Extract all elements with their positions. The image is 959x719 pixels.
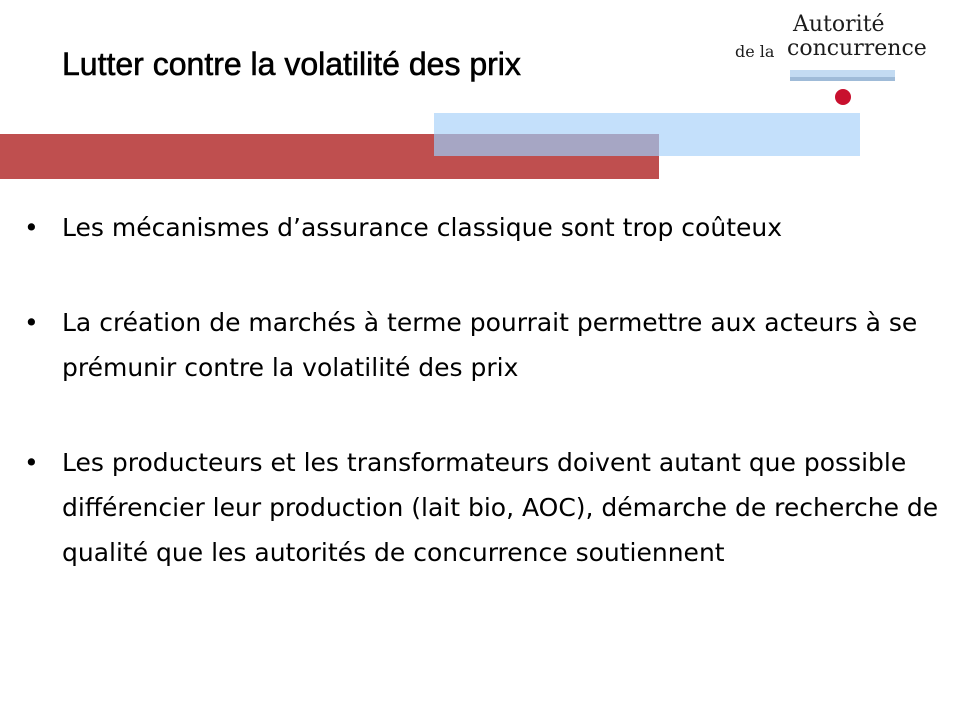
autorite-logo: Autorité de la concurrence <box>735 8 955 113</box>
bullet-icon: • <box>24 448 39 477</box>
bullet-text: Les mécanismes d’assurance classique son… <box>62 213 783 242</box>
bullet-list: • Les mécanismes d’assurance classique s… <box>24 205 954 575</box>
decor-overlap-band <box>434 134 659 156</box>
bullet-item: • Les mécanismes d’assurance classique s… <box>24 205 954 250</box>
bullet-icon: • <box>24 308 39 337</box>
slide-title: Lutter contre la volatilité des prix <box>62 46 521 83</box>
logo-line-concurrence: concurrence <box>787 36 927 61</box>
logo-bar <box>790 70 895 77</box>
bullet-text: La création de marchés à terme pourrait … <box>62 308 918 382</box>
logo-prefix-de-la: de la <box>735 42 775 61</box>
bullet-text: Les producteurs et les transformateurs d… <box>62 448 939 567</box>
logo-dot-icon <box>835 89 851 105</box>
logo-bar-shadow <box>790 77 895 81</box>
logo-line-autorite: Autorité <box>793 12 885 37</box>
bullet-icon: • <box>24 213 39 242</box>
bullet-item: • La création de marchés à terme pourrai… <box>24 300 954 390</box>
bullet-item: • Les producteurs et les transformateurs… <box>24 440 954 575</box>
